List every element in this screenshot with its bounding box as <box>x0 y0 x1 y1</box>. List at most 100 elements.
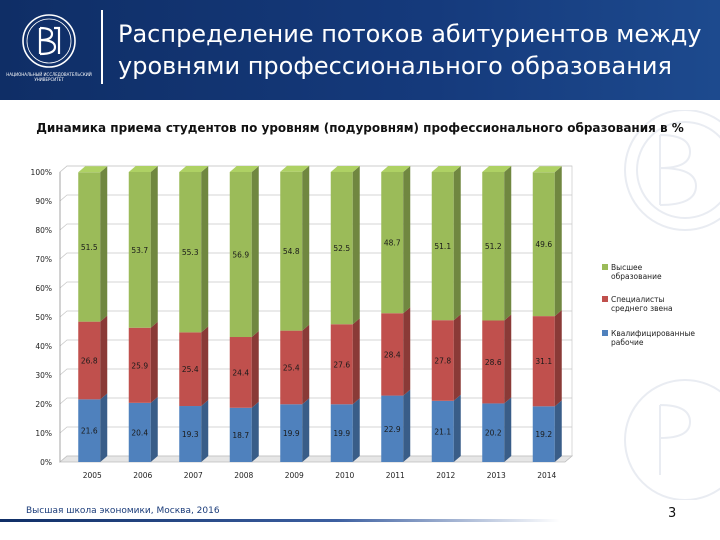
bar-side <box>554 166 562 317</box>
footer-text: Высшая школа экономики, Москва, 2016 <box>26 506 220 516</box>
bar-segment <box>532 316 555 407</box>
footer-line <box>0 519 560 522</box>
y-tick-label: 90% <box>35 197 52 206</box>
data-label: 19.2 <box>535 430 552 439</box>
bar-segment <box>128 402 151 462</box>
data-label: 55.3 <box>182 248 199 257</box>
data-label: 54.8 <box>283 247 300 256</box>
legend-label: рабочие <box>611 338 644 347</box>
bar-top <box>431 166 461 172</box>
bar-segment <box>330 324 353 405</box>
y-tick-label: 100% <box>31 168 52 177</box>
bar-side <box>352 398 360 462</box>
bar-side <box>302 398 310 462</box>
bar-side <box>251 401 259 462</box>
data-label: 18.7 <box>232 431 249 440</box>
y-tick-label: 60% <box>35 284 52 293</box>
data-label: 20.2 <box>485 429 502 438</box>
bar-top <box>381 166 411 172</box>
data-label: 49.6 <box>535 240 552 249</box>
bar-top <box>532 166 562 173</box>
x-tick-label: 2014 <box>537 471 556 480</box>
bar-side <box>201 326 209 407</box>
data-label: 20.4 <box>131 428 148 437</box>
data-label: 27.8 <box>434 357 451 366</box>
bar-side <box>453 314 461 401</box>
bar-side <box>403 389 411 462</box>
bar-segment <box>431 320 454 401</box>
data-label: 24.4 <box>232 368 249 377</box>
x-tick-label: 2013 <box>487 471 506 480</box>
x-tick-label: 2008 <box>234 471 253 480</box>
bar-side <box>150 166 158 328</box>
bar-side <box>554 400 562 462</box>
bar-side <box>504 314 512 404</box>
hse-crest-icon <box>22 14 76 68</box>
data-label: 25.4 <box>283 363 300 372</box>
bar-segment <box>229 407 252 462</box>
data-label: 53.7 <box>131 246 148 255</box>
bar-segment <box>179 406 202 462</box>
chart-title: Динамика приема студентов по уровням (по… <box>36 121 684 135</box>
bar-segment <box>532 172 555 317</box>
data-label: 48.7 <box>384 239 401 248</box>
data-label: 25.4 <box>182 365 199 374</box>
x-tick-label: 2007 <box>184 471 203 480</box>
bar-segment <box>381 172 404 314</box>
hse-logo <box>10 10 88 92</box>
data-label: 51.5 <box>81 243 98 252</box>
bar-segment <box>229 172 252 338</box>
page-number: 3 <box>668 506 677 521</box>
data-label: 19.9 <box>283 429 300 438</box>
bar-side <box>251 331 259 408</box>
bar-segment <box>78 321 101 400</box>
bar-segment <box>229 337 252 408</box>
data-label: 22.9 <box>384 425 401 434</box>
bar-segment <box>482 403 505 462</box>
bar-segment <box>482 172 505 321</box>
legend-swatch <box>602 330 608 336</box>
data-label: 51.2 <box>485 242 502 251</box>
x-tick-label: 2006 <box>133 471 152 480</box>
bar-segment <box>179 332 202 407</box>
data-label: 27.6 <box>333 360 350 369</box>
y-tick-label: 70% <box>35 255 52 264</box>
bar-segment <box>280 171 303 331</box>
data-label: 52.5 <box>333 244 350 253</box>
bar-top <box>78 166 108 173</box>
y-tick-label: 10% <box>35 429 52 438</box>
watermark-pattern-icon <box>624 110 720 500</box>
bar-segment <box>128 172 151 328</box>
data-label: 19.3 <box>182 430 199 439</box>
bar-segment <box>78 399 101 462</box>
bar-side <box>100 315 108 400</box>
bar-top <box>128 166 158 172</box>
data-label: 19.9 <box>333 429 350 438</box>
data-label: 31.1 <box>535 357 552 366</box>
x-tick-label: 2011 <box>386 471 405 480</box>
bar-side <box>302 324 310 405</box>
data-label: 56.9 <box>232 251 249 260</box>
bar-segment <box>482 320 505 404</box>
bar-segment <box>280 404 303 462</box>
bar-top <box>330 166 360 172</box>
bar-segment <box>280 330 303 405</box>
bar-side <box>201 166 209 333</box>
legend-label: образование <box>611 272 662 281</box>
data-label: 28.4 <box>384 350 401 359</box>
data-label: 21.1 <box>434 427 451 436</box>
page-title: Распределение потоков абитуриентов между… <box>118 20 702 80</box>
x-tick-label: 2012 <box>436 471 455 480</box>
bar-side <box>100 393 108 462</box>
bar-side <box>150 321 158 403</box>
y-tick-label: 40% <box>35 342 52 351</box>
logo-caption: НАЦИОНАЛЬНЫЙ ИССЛЕДОВАТЕЛЬСКИЙ УНИВЕРСИТ… <box>6 72 92 82</box>
bar-segment <box>381 395 404 462</box>
bar-side <box>201 400 209 462</box>
bar-top <box>179 166 209 172</box>
data-label: 21.6 <box>81 427 98 436</box>
y-tick-label: 30% <box>35 371 52 380</box>
bar-side <box>403 166 411 314</box>
data-label: 28.6 <box>485 358 502 367</box>
bar-top <box>229 166 259 172</box>
